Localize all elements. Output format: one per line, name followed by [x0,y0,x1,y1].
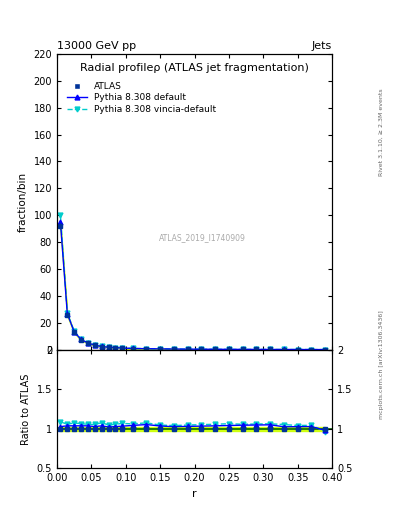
Text: mcplots.cern.ch [arXiv:1306.3436]: mcplots.cern.ch [arXiv:1306.3436] [379,310,384,419]
X-axis label: r: r [192,489,197,499]
Text: Rivet 3.1.10, ≥ 2.3M events: Rivet 3.1.10, ≥ 2.3M events [379,88,384,176]
Text: 13000 GeV pp: 13000 GeV pp [57,41,136,51]
Text: ATLAS_2019_I1740909: ATLAS_2019_I1740909 [159,233,246,242]
Legend: ATLAS, Pythia 8.308 default, Pythia 8.308 vincia-default: ATLAS, Pythia 8.308 default, Pythia 8.30… [64,79,219,117]
Text: Jets: Jets [312,41,332,51]
Text: Radial profileρ (ATLAS jet fragmentation): Radial profileρ (ATLAS jet fragmentation… [80,62,309,73]
Y-axis label: Ratio to ATLAS: Ratio to ATLAS [21,374,31,445]
Y-axis label: fraction/bin: fraction/bin [18,172,28,232]
